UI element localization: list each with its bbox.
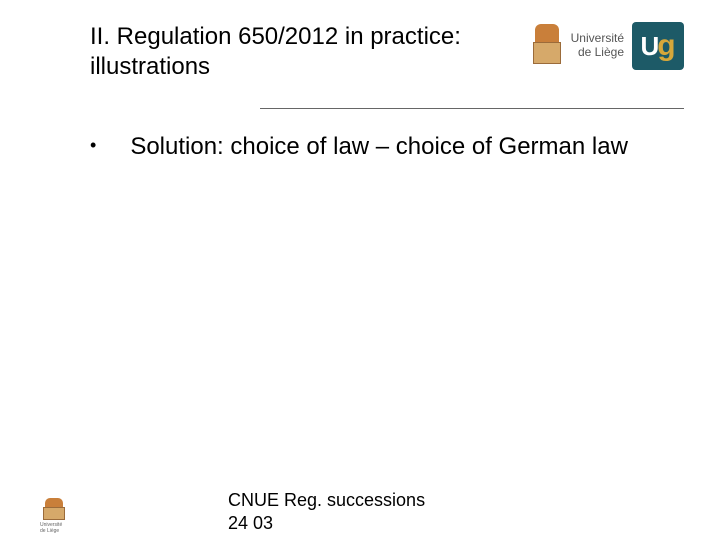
university-crest-icon [531, 24, 563, 68]
slide-title: II. Regulation 650/2012 in practice: ill… [90, 22, 470, 82]
slide: II. Regulation 650/2012 in practice: ill… [0, 0, 720, 540]
footer-crest-caption: Université de Liège [40, 522, 68, 534]
bullet-marker: • [90, 132, 96, 154]
university-name-line1: Université [571, 32, 624, 46]
ug-letter-g: g [657, 29, 675, 63]
footer-text: CNUE Reg. successions 24 03 [228, 489, 448, 534]
header-divider [260, 108, 684, 109]
bullet-text: Solution: choice of law – choice of Germ… [130, 132, 628, 162]
slide-footer: Université de Liège CNUE Reg. succession… [0, 489, 720, 534]
footer-crest-icon: Université de Liège [40, 498, 68, 534]
slide-body: • Solution: choice of law – choice of Ge… [90, 132, 660, 162]
logo-block: Université de Liège U g [531, 22, 684, 70]
ug-badge-icon: U g [632, 22, 684, 70]
university-name-line2: de Liège [571, 46, 624, 60]
slide-header: II. Regulation 650/2012 in practice: ill… [90, 22, 684, 82]
university-name: Université de Liège [571, 32, 624, 60]
